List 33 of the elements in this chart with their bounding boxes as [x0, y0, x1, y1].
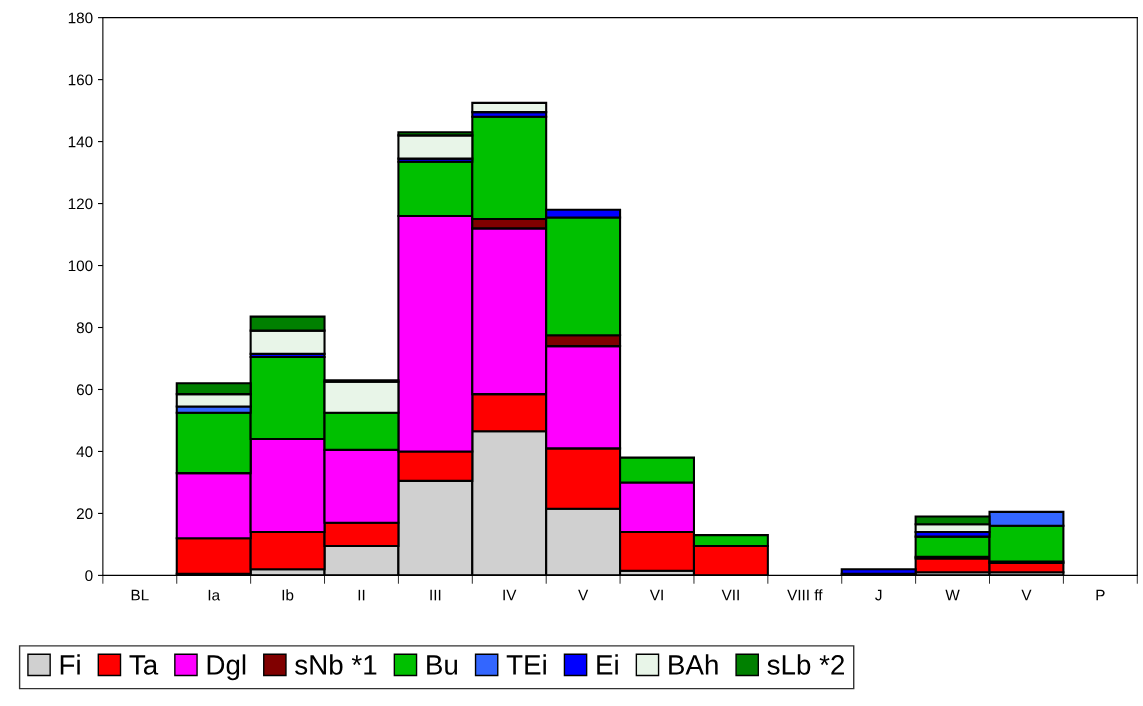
x-tick-label: VIII ff — [787, 589, 823, 601]
legend-label: Ei — [597, 654, 618, 675]
x-tick-label: Ib — [282, 589, 294, 601]
y-tick-label: 100 — [68, 260, 93, 272]
y-tick-label: 180 — [68, 12, 93, 24]
x-tick-label: VI — [649, 589, 663, 601]
x-tick-label: P — [1096, 589, 1105, 601]
x-tick-label: III — [430, 589, 441, 601]
x-tick-label: BL — [131, 589, 149, 601]
legend-label: BAh — [669, 654, 718, 675]
y-tick-label: 160 — [68, 74, 93, 86]
y-tick-label: 40 — [76, 446, 93, 458]
x-tick-label: V — [578, 589, 589, 601]
x-tick-label: II — [358, 589, 365, 601]
legend-label: sLb *2 — [767, 654, 844, 675]
y-tick-label: 0 — [85, 570, 93, 582]
y-tick-label: 80 — [76, 322, 93, 334]
y-tick-label: 140 — [68, 136, 93, 148]
x-tick-label: VII — [721, 589, 739, 601]
y-tick-label: 20 — [76, 508, 93, 520]
x-tick-label: J — [875, 589, 882, 601]
x-tick-label: V — [1021, 589, 1032, 601]
legend-label: TEi — [506, 654, 546, 675]
legend-label: Ta — [129, 655, 159, 675]
y-tick-label: 120 — [68, 198, 93, 210]
x-tick-label: Ia — [208, 589, 221, 601]
legend-label: Bu — [427, 655, 458, 675]
legend-label: Fi — [60, 654, 80, 675]
x-tick-label: W — [945, 589, 960, 601]
legend-label: Dgl — [207, 654, 246, 681]
y-tick-label: 60 — [76, 384, 93, 396]
x-tick-label: IV — [503, 589, 517, 601]
legend-label: sNb *1 — [295, 654, 377, 675]
